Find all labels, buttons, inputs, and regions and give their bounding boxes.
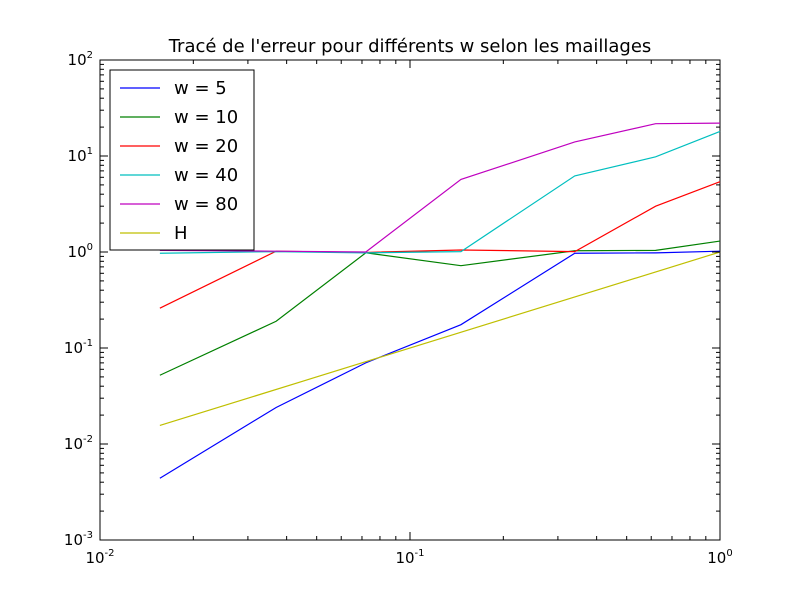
x-tick-label: 100 — [707, 548, 732, 567]
y-tick-label: 10-2 — [64, 434, 93, 453]
y-tick-label: 101 — [68, 146, 93, 165]
x-tick-label: 10-1 — [395, 548, 424, 567]
legend-label: w = 40 — [174, 165, 238, 186]
y-tick-label: 10-1 — [64, 338, 93, 357]
x-tick-label: 10-2 — [85, 548, 114, 567]
y-tick-label: 102 — [68, 50, 93, 69]
series-line-4 — [159, 122, 721, 253]
legend-box — [109, 69, 255, 251]
legend-label: w = 10 — [174, 107, 238, 128]
y-tick-label: 10-3 — [64, 530, 93, 549]
legend-label: w = 5 — [174, 78, 227, 99]
series-line-5 — [159, 251, 721, 427]
series-line-0 — [159, 250, 721, 479]
legend: w = 5 w = 10 w = 20 w = 40 w = 80 H — [109, 69, 255, 251]
series-line-1 — [159, 240, 721, 376]
legend-label: H — [174, 223, 188, 244]
y-tick-label: 100 — [68, 242, 93, 261]
legend-label: w = 80 — [174, 194, 238, 215]
series-lines — [159, 122, 721, 479]
legend-label: w = 20 — [174, 136, 238, 157]
chart-title: Tracé de l'erreur pour différents w selo… — [168, 36, 652, 57]
